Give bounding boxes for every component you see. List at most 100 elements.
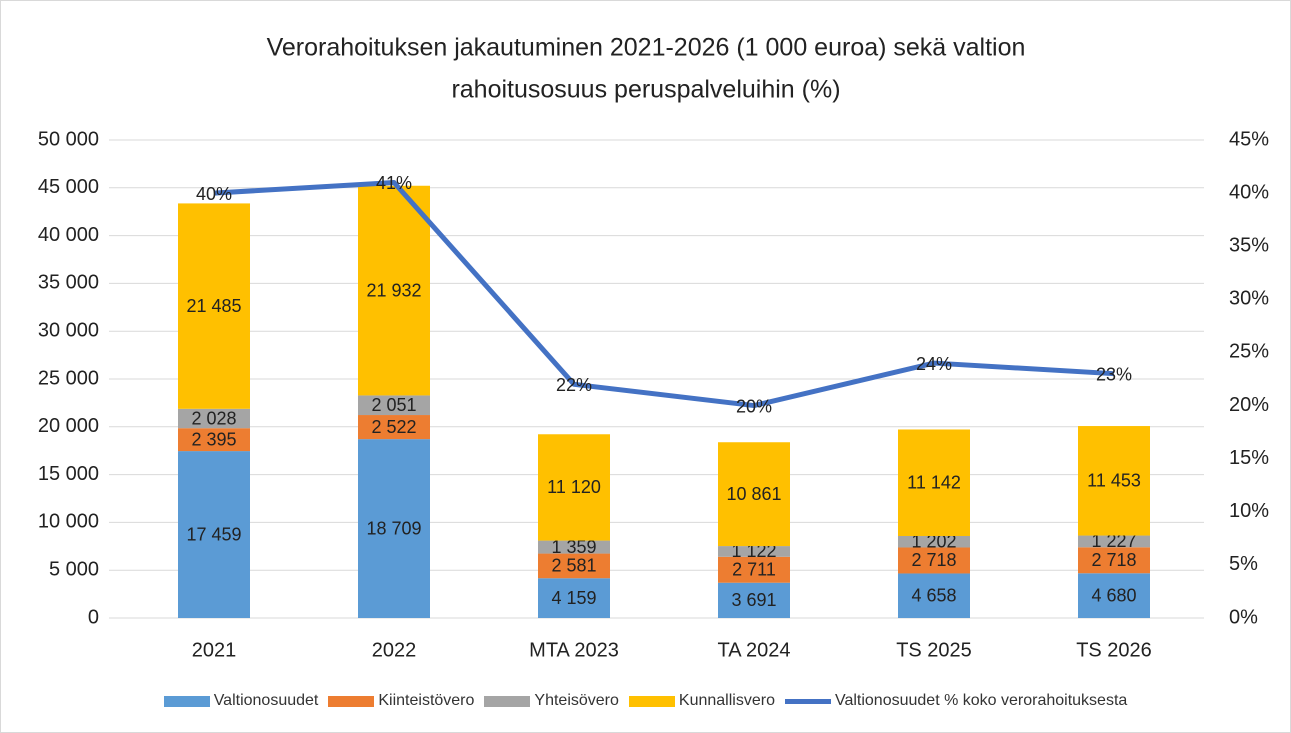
bar-segment xyxy=(178,428,250,452)
y-tick-label: 25 000 xyxy=(38,367,99,389)
data-label: 4 159 xyxy=(551,588,596,608)
bar-segment xyxy=(538,578,610,618)
legend-swatch xyxy=(784,698,831,704)
bar-segment xyxy=(538,553,610,579)
legend-item: Kiinteistövero xyxy=(328,692,474,710)
y2-tick-label: 45% xyxy=(1229,128,1269,150)
y2-tick-label: 15% xyxy=(1229,447,1269,469)
data-label: 21 485 xyxy=(186,296,241,316)
legend-item: Valtionosuudet xyxy=(163,692,319,710)
bar-segment xyxy=(358,415,430,440)
y2-tick-label: 35% xyxy=(1229,235,1269,257)
y2-tick-label: 20% xyxy=(1229,394,1269,416)
y2-tick-label: 5% xyxy=(1229,553,1258,575)
line-data-label: 23% xyxy=(1096,364,1132,384)
y-tick-label: 50 000 xyxy=(38,128,99,150)
bar-segment xyxy=(898,573,970,618)
data-label: 2 395 xyxy=(191,429,236,449)
bar-segment xyxy=(538,540,610,554)
bar-segment xyxy=(538,434,610,541)
legend: Valtionosuudet Kiinteistövero Yhteisövero K… xyxy=(1,692,1290,710)
y-tick-label: 5 000 xyxy=(49,558,99,580)
legend-label: Kunnallisvero xyxy=(678,692,775,709)
bar-segment xyxy=(718,442,790,547)
line-data-label: 22% xyxy=(556,375,592,395)
bar-segment xyxy=(1078,535,1150,548)
y2-tick-label: 40% xyxy=(1229,181,1269,203)
legend-swatch xyxy=(328,695,375,707)
y-tick-label: 15 000 xyxy=(38,463,99,485)
data-label: 4 658 xyxy=(911,585,956,605)
y2-tick-label: 0% xyxy=(1229,606,1258,628)
data-label: 4 680 xyxy=(1091,585,1136,605)
data-label: 18 709 xyxy=(366,518,421,538)
data-label: 11 120 xyxy=(547,477,601,497)
line-data-label: 24% xyxy=(916,354,952,374)
legend-item: Valtionosuudet % koko verorahoituksesta xyxy=(784,692,1128,710)
line-data-label: 41% xyxy=(376,173,412,193)
data-label: 3 691 xyxy=(731,590,776,610)
legend-swatch xyxy=(163,695,210,707)
y-tick-label: 45 000 xyxy=(38,176,99,198)
y-tick-label: 40 000 xyxy=(38,224,99,246)
bar-segment xyxy=(898,535,970,548)
legend-label: Kiinteistövero xyxy=(378,692,475,709)
data-label: 17 459 xyxy=(186,524,241,544)
data-label: 1 202 xyxy=(911,531,956,551)
data-label: 1 227 xyxy=(1091,531,1136,551)
bar-segment xyxy=(358,439,430,618)
bar-segment xyxy=(178,408,250,429)
y2-tick-label: 25% xyxy=(1229,341,1269,363)
bar-segment xyxy=(718,546,790,557)
bar-segment xyxy=(1078,573,1150,618)
bar-segment xyxy=(898,547,970,574)
bar-segment xyxy=(178,203,250,409)
data-label: 2 711 xyxy=(732,560,776,580)
y-tick-label: 20 000 xyxy=(38,415,99,437)
x-tick-label: MTA 2023 xyxy=(529,639,619,661)
data-label: 2 028 xyxy=(191,408,236,428)
y-tick-label: 35 000 xyxy=(38,272,99,294)
bar-segment xyxy=(358,395,430,416)
chart-title: Verorahoituksen jakautuminen 2021-2026 (… xyxy=(267,34,1026,62)
bar-segment xyxy=(1078,426,1150,536)
legend-item: Kunnallisvero xyxy=(628,692,775,710)
data-label: 2 522 xyxy=(371,417,416,437)
data-label: 1 122 xyxy=(731,541,776,561)
y2-tick-label: 10% xyxy=(1229,500,1269,522)
chart-title: rahoitusosuus peruspalveluihin (%) xyxy=(451,76,840,104)
legend-label: Yhteisövero xyxy=(534,692,619,709)
legend-item: Yhteisövero xyxy=(484,692,619,710)
bar-segment xyxy=(358,185,430,396)
legend-swatch xyxy=(484,695,531,707)
data-label: 2 581 xyxy=(551,556,596,576)
legend-swatch xyxy=(628,695,675,707)
bar-segment xyxy=(718,556,790,583)
line xyxy=(213,179,1115,409)
bar-segment xyxy=(718,582,790,618)
x-tick-label: TS 2026 xyxy=(1076,639,1152,661)
bar-segment xyxy=(898,429,970,536)
y-tick-label: 0 xyxy=(88,606,99,628)
line-data-label: 20% xyxy=(736,396,772,416)
data-label: 10 861 xyxy=(726,484,781,504)
x-tick-label: 2022 xyxy=(372,639,417,661)
data-label: 11 142 xyxy=(907,472,961,492)
data-label: 1 359 xyxy=(551,537,596,557)
y2-tick-label: 30% xyxy=(1229,288,1269,310)
data-label: 2 051 xyxy=(371,395,416,415)
bar-segment xyxy=(178,451,250,618)
legend-label: Valtionosuudet % koko verorahoituksesta xyxy=(834,692,1128,709)
data-label: 2 718 xyxy=(911,550,956,570)
bar-segment xyxy=(1078,547,1150,574)
x-tick-label: TS 2025 xyxy=(896,639,972,661)
x-tick-label: TA 2024 xyxy=(717,639,790,661)
line-data-label: 40% xyxy=(196,184,232,204)
legend-label: Valtionosuudet xyxy=(213,692,319,709)
data-label: 21 932 xyxy=(366,280,421,300)
data-label: 11 453 xyxy=(1087,471,1141,491)
y-tick-label: 10 000 xyxy=(38,511,99,533)
x-tick-label: 2021 xyxy=(192,639,237,661)
